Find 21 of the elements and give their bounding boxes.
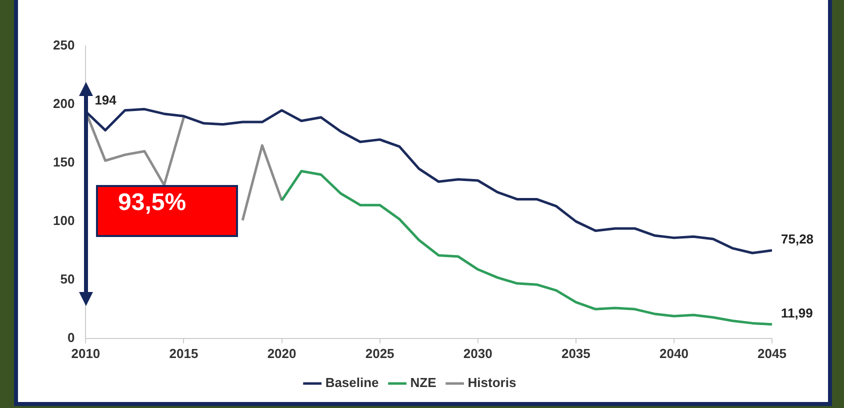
y-tick-label: 200 — [52, 96, 75, 112]
legend-label: Historis — [468, 375, 516, 390]
annotation: 93,5% — [96, 185, 238, 237]
y-tick-label: 50 — [60, 272, 75, 286]
x-tick-label: 2020 — [267, 346, 296, 361]
data-label: 11,99 — [781, 305, 813, 320]
x-tick-label: 2040 — [659, 346, 688, 361]
x-tick-label: 2025 — [365, 346, 394, 361]
y-tick-label: 0 — [67, 330, 75, 345]
x-tick-label: 2010 — [71, 346, 100, 361]
legend-label: NZE — [410, 375, 437, 390]
x-tick-label: 2030 — [463, 346, 492, 361]
x-tick-label: 2045 — [758, 346, 786, 361]
y-tick-label: 250 — [52, 38, 75, 53]
y-tick-label: 150 — [52, 154, 75, 170]
data-label: 75,28 — [781, 231, 814, 246]
legend-label: Baseline — [325, 375, 379, 390]
data-label: 194 — [94, 92, 118, 108]
y-tick-label: 100 — [52, 213, 75, 228]
x-tick-label: 2015 — [169, 346, 198, 361]
x-tick-label: 2035 — [561, 346, 590, 361]
